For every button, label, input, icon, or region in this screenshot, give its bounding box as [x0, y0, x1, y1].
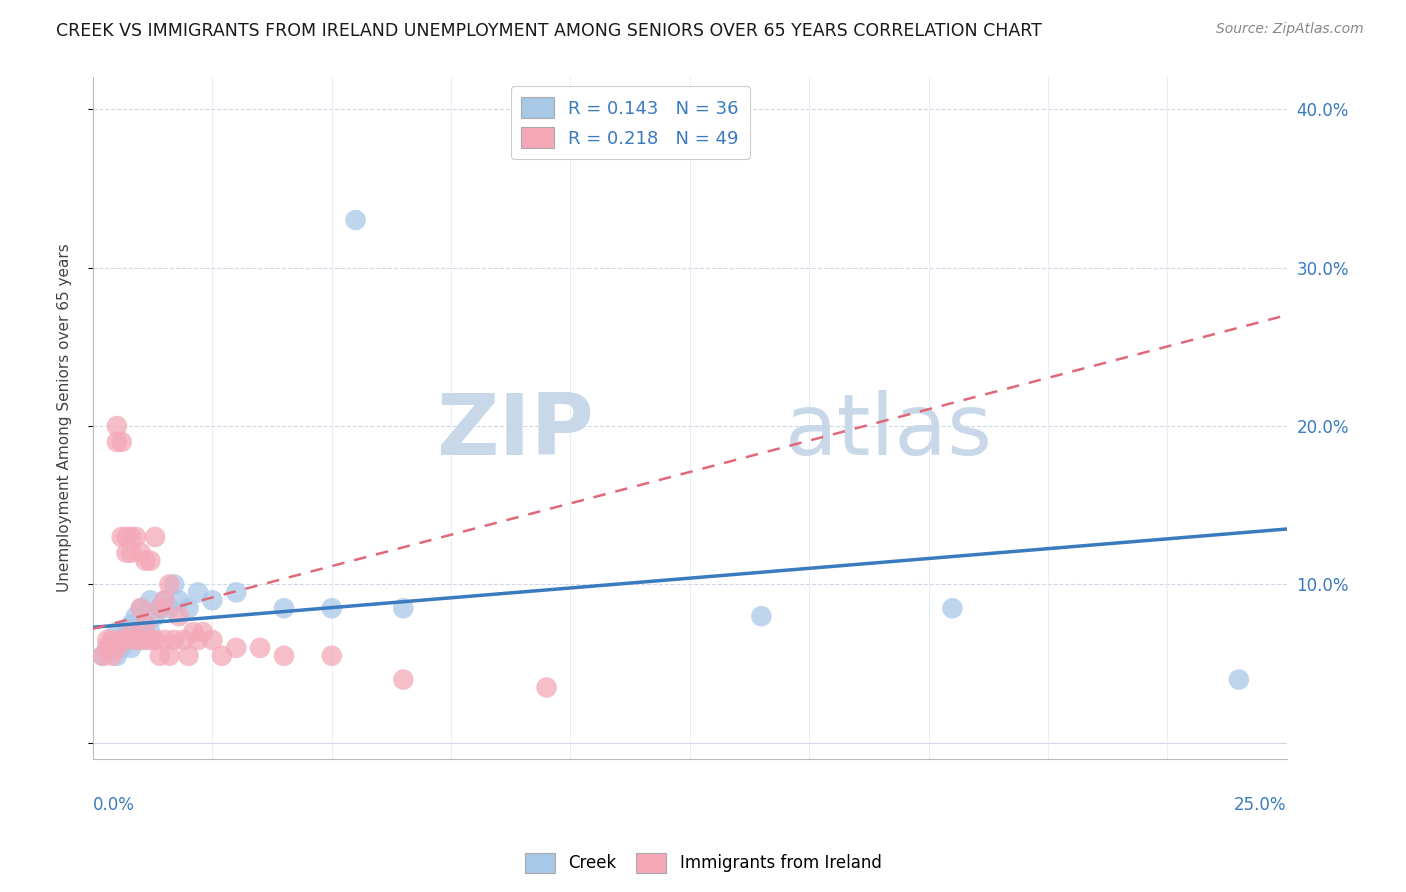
Point [101, 632, 124, 647]
Point [129, 601, 152, 615]
Point [143, 530, 166, 544]
Point [177, 601, 200, 615]
Point [91, 648, 114, 663]
Point [167, 593, 190, 607]
Point [115, 632, 138, 647]
Point [187, 632, 209, 647]
Point [105, 434, 128, 449]
Point [120, 640, 142, 655]
Text: 0.0%: 0.0% [93, 797, 135, 814]
Point [536, 681, 558, 695]
Point [181, 625, 204, 640]
Point [105, 419, 128, 434]
Point [392, 601, 415, 615]
Point [273, 648, 295, 663]
Point [120, 625, 142, 640]
Point [187, 585, 209, 599]
Point [115, 530, 138, 544]
Point [105, 648, 128, 663]
Point [249, 640, 271, 655]
Point [96, 632, 118, 647]
Text: atlas: atlas [786, 390, 993, 474]
Point [139, 593, 162, 607]
Point [115, 625, 138, 640]
Point [941, 601, 963, 615]
Point [139, 625, 162, 640]
Point [321, 601, 343, 615]
Point [225, 640, 247, 655]
Point [111, 632, 134, 647]
Point [173, 632, 195, 647]
Point [135, 617, 157, 632]
Point [139, 554, 162, 568]
Point [111, 640, 134, 655]
Point [157, 601, 180, 615]
Point [191, 625, 214, 640]
Point [153, 593, 176, 607]
Point [111, 530, 134, 544]
Point [115, 632, 138, 647]
Y-axis label: Unemployment Among Seniors over 65 years: Unemployment Among Seniors over 65 years [58, 244, 72, 592]
Point [163, 632, 186, 647]
Point [120, 617, 142, 632]
Point [225, 585, 247, 599]
Point [96, 640, 118, 655]
Point [120, 530, 142, 544]
Point [129, 625, 152, 640]
Point [201, 632, 224, 647]
Point [135, 554, 157, 568]
Point [101, 632, 124, 647]
Point [125, 632, 148, 647]
Point [135, 632, 157, 647]
Point [149, 601, 172, 615]
Point [120, 546, 142, 560]
Point [273, 601, 295, 615]
Point [149, 648, 172, 663]
Point [1227, 673, 1250, 687]
Point [157, 577, 180, 591]
Point [139, 632, 162, 647]
Text: Source: ZipAtlas.com: Source: ZipAtlas.com [1216, 22, 1364, 37]
Point [129, 546, 152, 560]
Point [135, 617, 157, 632]
Point [91, 648, 114, 663]
Point [751, 609, 773, 624]
Point [115, 546, 138, 560]
Point [101, 648, 124, 663]
Point [321, 648, 343, 663]
Point [125, 632, 148, 647]
Legend: Creek, Immigrants from Ireland: Creek, Immigrants from Ireland [517, 847, 889, 880]
Point [157, 648, 180, 663]
Point [105, 640, 128, 655]
Point [111, 434, 134, 449]
Point [105, 625, 128, 640]
Point [392, 673, 415, 687]
Point [177, 648, 200, 663]
Point [129, 601, 152, 615]
Point [167, 609, 190, 624]
Point [201, 593, 224, 607]
Legend: R = 0.143   N = 36, R = 0.218   N = 49: R = 0.143 N = 36, R = 0.218 N = 49 [510, 87, 749, 159]
Text: CREEK VS IMMIGRANTS FROM IRELAND UNEMPLOYMENT AMONG SENIORS OVER 65 YEARS CORREL: CREEK VS IMMIGRANTS FROM IRELAND UNEMPLO… [56, 22, 1042, 40]
Point [211, 648, 233, 663]
Point [125, 530, 148, 544]
Point [111, 632, 134, 647]
Point [344, 213, 367, 227]
Point [125, 609, 148, 624]
Point [163, 577, 186, 591]
Text: ZIP: ZIP [437, 390, 595, 474]
Point [143, 609, 166, 624]
Point [153, 632, 176, 647]
Point [153, 593, 176, 607]
Point [143, 632, 166, 647]
Point [149, 601, 172, 615]
Point [129, 632, 152, 647]
Text: 25.0%: 25.0% [1234, 797, 1286, 814]
Point [96, 640, 118, 655]
